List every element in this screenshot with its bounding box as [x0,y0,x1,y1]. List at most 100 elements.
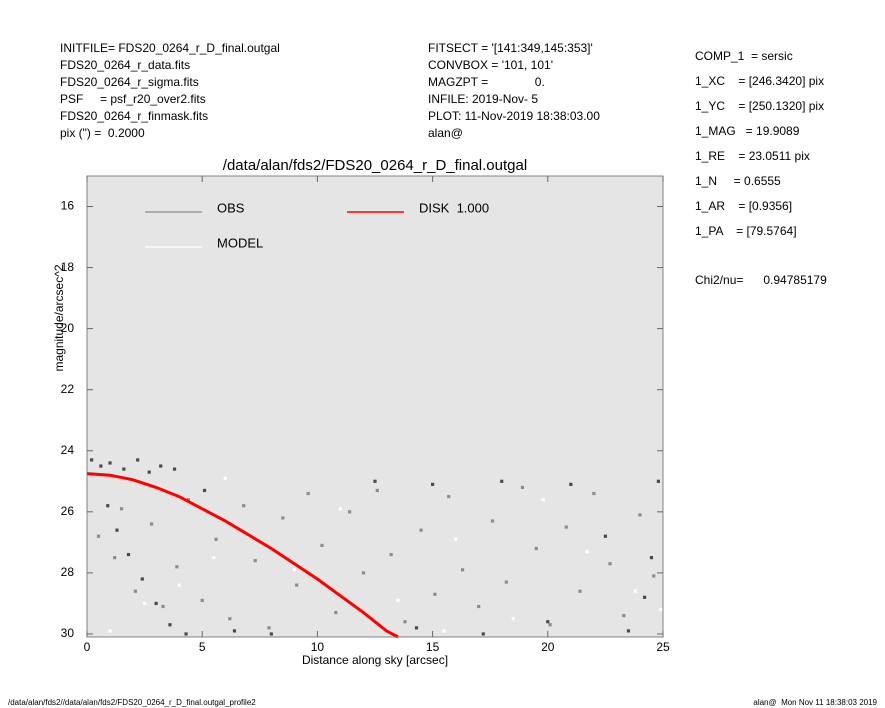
header-left-line: FDS20_0264_r_data.fits [60,58,190,72]
data-point [414,626,419,630]
data-point [267,626,271,630]
data-point [253,559,257,563]
data-point [161,604,165,609]
data-point [361,571,366,575]
y-tick-label: 28 [61,565,75,579]
data-point [638,513,642,517]
data-point [626,629,631,633]
plot-marks [86,458,663,639]
data-point [490,519,495,523]
header-right-line: 1_YC = [250.1320] pix [695,99,824,113]
data-point [168,623,172,627]
legend-label: MODEL [217,235,263,250]
data-point [306,491,310,496]
x-tick-label: 25 [656,640,670,654]
data-point [334,610,338,615]
x-tick-label: 20 [541,640,555,654]
x-tick-label: 5 [199,640,206,654]
data-point [642,595,647,599]
data-point [578,589,582,593]
data-point [548,623,552,627]
data-point [223,476,227,480]
data-point [108,461,112,465]
data-point [477,604,481,609]
header-right-line: 1_MAG = 19.9089 [695,124,800,138]
data-point [403,620,407,624]
data-point [172,467,177,471]
data-point [569,482,573,486]
data-point [108,629,112,633]
data-point [419,528,423,532]
data-point [338,507,343,511]
data-point [122,467,126,471]
data-point [454,537,458,541]
header-right-line: 1_XC = [246.3420] pix [695,74,824,88]
data-point [147,470,151,474]
legend-label: DISK 1.000 [419,200,489,215]
plot-frame [86,175,664,638]
data-point [113,556,117,560]
y-tick-label: 24 [61,443,75,457]
header-middle-line: PLOT: 11-Nov-2019 18:38:03.00 [428,109,600,123]
data-point [431,482,435,486]
data-point [281,516,285,520]
data-point [96,534,101,538]
data-point [175,565,179,569]
data-point [511,617,515,621]
data-point [603,534,607,538]
data-point [295,583,299,587]
data-point [375,488,379,493]
data-point [232,629,237,633]
data-point [136,458,140,462]
y-tick-label: 22 [61,382,75,396]
y-tick-label: 20 [61,321,75,335]
data-point [546,620,550,624]
x-tick-label: 15 [426,640,440,654]
y-tick-label: 26 [61,504,75,518]
data-point [200,598,204,602]
data-point [585,549,589,554]
data-point [269,632,273,636]
data-point [228,617,232,621]
chart-title: /data/alan/fds2/FDS20_0264_r_D_final.out… [223,157,527,174]
data-point [348,510,352,514]
header-middle-line: MAGZPT = 0. [428,75,545,89]
data-point [520,485,525,490]
x-tick-label: 10 [311,640,325,654]
data-point [90,458,94,462]
data-point [389,552,393,557]
legend-label: OBS [217,200,245,215]
data-point [159,464,163,468]
y-tick-label: 18 [61,260,75,274]
data-point [143,601,147,606]
data-point [292,568,296,572]
data-point [212,556,216,560]
footer-right: alan@ Mon Nov 11 18:38:03 2019 [753,698,877,707]
data-point [622,614,626,618]
data-point [396,598,400,602]
data-point [656,479,660,483]
header-left-line: INITFILE= FDS20_0264_r_D_final.outgal [60,41,280,55]
header-left-line: PSF = psf_r20_over2.fits [60,92,206,106]
data-point [608,562,612,566]
data-point [184,632,188,636]
data-point [106,504,110,508]
header-left-line: pix (") = 0.2000 [60,126,145,140]
header-middle-line: INFILE: 2019-Nov- 5 [428,92,538,106]
data-point [500,479,504,483]
x-tick-label: 0 [84,640,91,654]
plot-area [87,176,663,637]
data-point [433,592,437,596]
data-point [99,464,103,468]
data-point [242,504,246,508]
data-point [186,498,190,502]
data-point [592,491,596,496]
header-right-line: 1_RE = 23.0511 pix [695,149,810,163]
x-axis-label: Distance along sky [arcsec] [302,653,448,667]
data-point [652,574,656,578]
data-point [140,577,144,581]
header-left-line: FDS20_0264_r_sigma.fits [60,75,199,89]
data-point [633,589,637,593]
data-point [541,498,545,502]
